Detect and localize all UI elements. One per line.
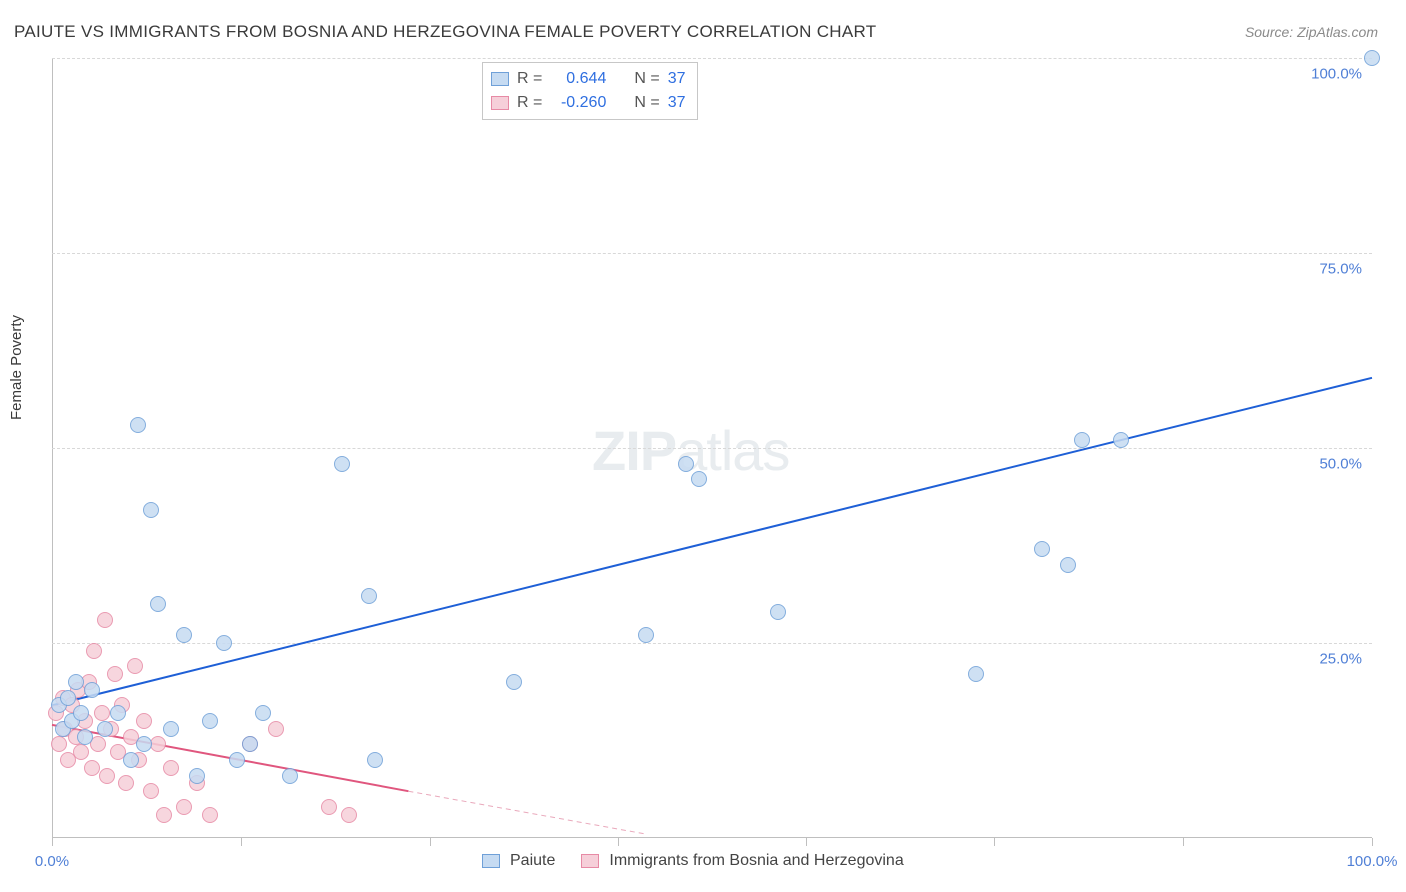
data-point — [77, 729, 93, 745]
stats-legend: R = 0.644 N = 37 R = -0.260 N = 37 — [482, 62, 698, 120]
data-point — [1364, 50, 1380, 66]
data-point — [1060, 557, 1076, 573]
x-tick — [430, 838, 431, 846]
legend-swatch-bosnia — [581, 854, 599, 868]
data-point — [282, 768, 298, 784]
x-tick — [1372, 838, 1373, 846]
data-point — [143, 502, 159, 518]
data-point — [150, 596, 166, 612]
data-point — [242, 736, 258, 752]
n-value-bosnia: 37 — [668, 94, 686, 112]
x-tick — [52, 838, 53, 846]
data-point — [97, 721, 113, 737]
x-tick — [994, 838, 995, 846]
data-point — [678, 456, 694, 472]
data-point — [86, 643, 102, 659]
data-point — [321, 799, 337, 815]
data-point — [97, 612, 113, 628]
y-axis-label: Female Poverty — [8, 315, 25, 420]
data-point — [136, 736, 152, 752]
x-tick-label: 100.0% — [1347, 853, 1398, 870]
data-point — [94, 705, 110, 721]
data-point — [361, 588, 377, 604]
data-point — [110, 705, 126, 721]
stats-row-paiute: R = 0.644 N = 37 — [491, 67, 685, 91]
x-tick — [241, 838, 242, 846]
data-point — [143, 783, 159, 799]
legend-label-paiute: Paiute — [510, 852, 555, 870]
data-point — [156, 807, 172, 823]
data-point — [202, 713, 218, 729]
data-point — [68, 674, 84, 690]
data-point — [127, 658, 143, 674]
legend-swatch-paiute — [482, 854, 500, 868]
swatch-paiute — [491, 72, 509, 86]
data-point — [73, 744, 89, 760]
data-point — [73, 705, 89, 721]
data-point — [1074, 432, 1090, 448]
data-point — [163, 760, 179, 776]
data-point — [367, 752, 383, 768]
data-point — [255, 705, 271, 721]
data-point — [107, 666, 123, 682]
legend-label-bosnia: Immigrants from Bosnia and Herzegovina — [609, 852, 903, 870]
data-point — [216, 635, 232, 651]
r-value-paiute: 0.644 — [550, 70, 606, 88]
chart-title: PAIUTE VS IMMIGRANTS FROM BOSNIA AND HER… — [14, 22, 876, 42]
data-point — [163, 721, 179, 737]
x-tick-label: 0.0% — [35, 853, 69, 870]
data-point — [84, 760, 100, 776]
data-point — [770, 604, 786, 620]
data-point — [506, 674, 522, 690]
data-point — [118, 775, 134, 791]
swatch-bosnia — [491, 96, 509, 110]
data-point — [176, 627, 192, 643]
data-point — [99, 768, 115, 784]
data-point — [229, 752, 245, 768]
data-point — [123, 752, 139, 768]
trend-lines — [52, 58, 1372, 838]
data-point — [691, 471, 707, 487]
data-point — [202, 807, 218, 823]
r-value-bosnia: -0.260 — [550, 94, 606, 112]
data-point — [130, 417, 146, 433]
data-point — [189, 768, 205, 784]
data-point — [136, 713, 152, 729]
x-tick — [806, 838, 807, 846]
data-point — [1034, 541, 1050, 557]
data-point — [176, 799, 192, 815]
data-point — [1113, 432, 1129, 448]
data-point — [341, 807, 357, 823]
scatter-plot: ZIPatlas 0.0%100.0% 25.0%50.0%75.0%100.0… — [52, 58, 1372, 838]
data-point — [268, 721, 284, 737]
data-point — [60, 690, 76, 706]
x-tick — [1183, 838, 1184, 846]
data-point — [84, 682, 100, 698]
data-point — [638, 627, 654, 643]
n-value-paiute: 37 — [668, 70, 686, 88]
data-point — [51, 736, 67, 752]
x-tick — [618, 838, 619, 846]
stats-row-bosnia: R = -0.260 N = 37 — [491, 91, 685, 115]
data-point — [968, 666, 984, 682]
series-legend: Paiute Immigrants from Bosnia and Herzeg… — [482, 852, 904, 870]
data-point — [334, 456, 350, 472]
source-attribution: Source: ZipAtlas.com — [1245, 24, 1378, 40]
